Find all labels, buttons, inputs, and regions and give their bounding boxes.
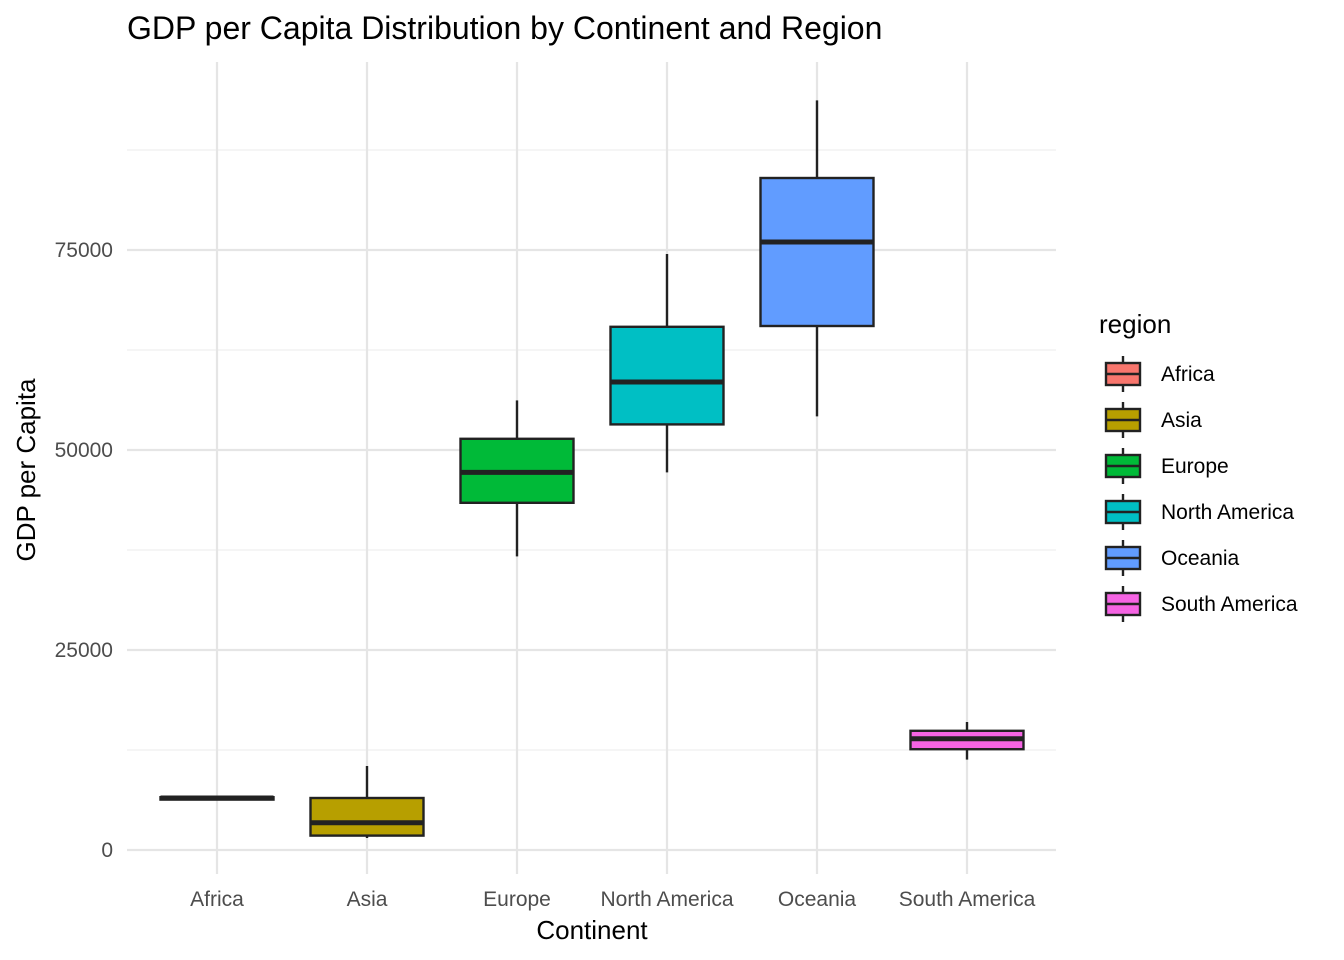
box-north-america xyxy=(609,254,725,473)
x-axis-title: Continent xyxy=(536,915,648,945)
box-south-america xyxy=(909,722,1025,760)
legend-entry: Africa xyxy=(1104,356,1215,392)
y-axis-ticks: 0 25000 50000 75000 xyxy=(55,239,113,862)
x-tick-label: Africa xyxy=(190,888,244,911)
y-tick-label: 50000 xyxy=(55,439,113,462)
x-axis-ticks: Africa Asia Europe North America Oceania Sout… xyxy=(190,888,1035,911)
x-tick-label: Asia xyxy=(347,888,388,911)
x-tick-label: Europe xyxy=(483,888,551,911)
box-oceania xyxy=(759,100,875,417)
legend-label: Africa xyxy=(1161,363,1215,386)
legend-entry: South America xyxy=(1104,586,1298,622)
legend-entry: Oceania xyxy=(1104,540,1240,576)
legend-label: North America xyxy=(1161,501,1294,524)
grid xyxy=(127,62,1056,874)
box-body xyxy=(609,325,725,426)
y-tick-label: 0 xyxy=(101,839,113,862)
legend-label: Oceania xyxy=(1161,547,1240,570)
legend-label: South America xyxy=(1161,593,1298,616)
box-europe xyxy=(459,400,575,557)
x-tick-label: South America xyxy=(899,888,1036,911)
legend-label: Asia xyxy=(1161,409,1202,432)
box-asia xyxy=(309,766,425,838)
x-tick-label: North America xyxy=(600,888,733,911)
legend-entry: Asia xyxy=(1104,402,1202,438)
box-body xyxy=(759,176,875,328)
box-body xyxy=(309,796,425,837)
legend: region Africa Asia Europe North America Ocea… xyxy=(1099,309,1298,622)
boxes xyxy=(159,100,1025,838)
y-tick-label: 25000 xyxy=(55,639,113,662)
chart-title: GDP per Capita Distribution by Continent… xyxy=(127,10,882,46)
y-axis-title: GDP per Capita xyxy=(11,378,41,562)
legend-entry: Europe xyxy=(1104,448,1229,484)
legend-entry: North America xyxy=(1104,494,1294,530)
x-tick-label: Oceania xyxy=(778,888,857,911)
legend-title: region xyxy=(1099,309,1171,339)
box-africa xyxy=(159,795,275,801)
legend-label: Europe xyxy=(1161,455,1229,478)
y-tick-label: 75000 xyxy=(55,239,113,262)
